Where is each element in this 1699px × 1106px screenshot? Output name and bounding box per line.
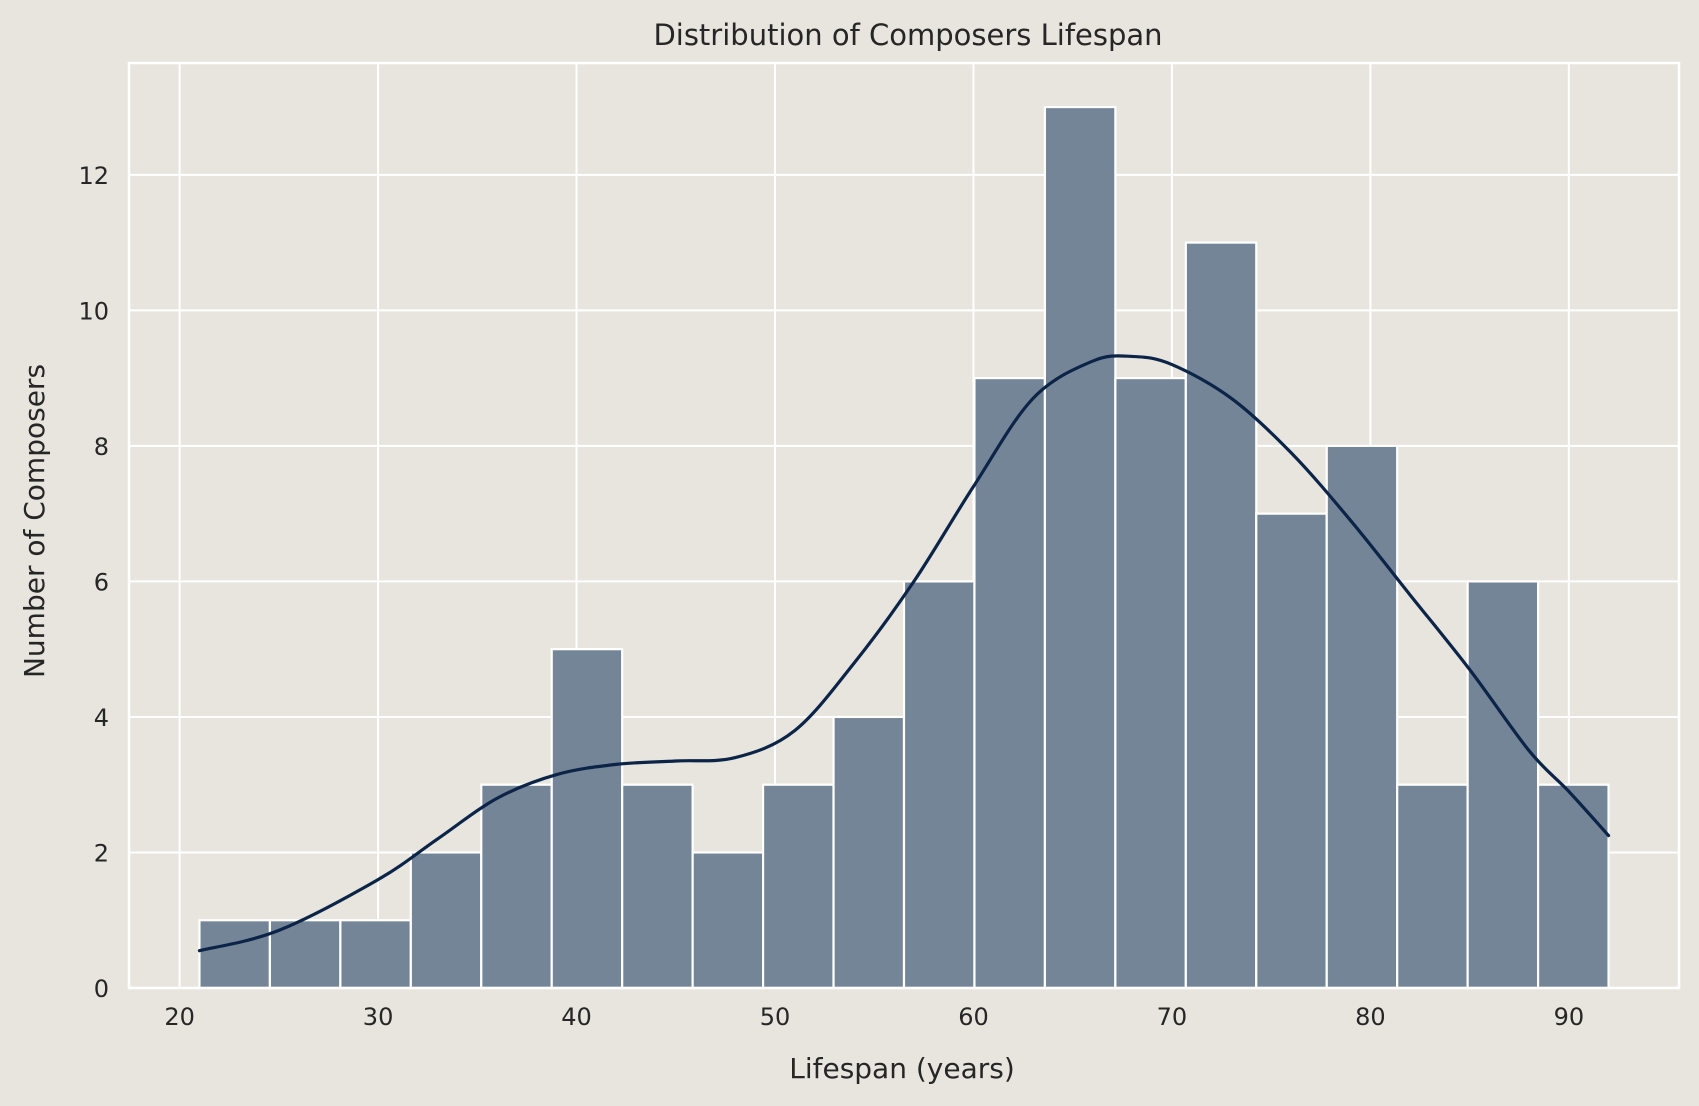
histogram-bar xyxy=(1184,241,1258,990)
histogram-bar xyxy=(480,783,553,990)
histogram-bar xyxy=(1255,512,1328,990)
x-tick-label: 70 xyxy=(1157,1003,1188,1031)
y-tick-label: 2 xyxy=(94,839,109,867)
histogram-bar xyxy=(550,648,624,990)
bars-layer xyxy=(198,105,1610,990)
x-tick-label: 50 xyxy=(760,1003,791,1031)
histogram-bar xyxy=(409,851,483,990)
y-tick-label: 4 xyxy=(94,704,109,732)
x-tick-label: 90 xyxy=(1554,1003,1585,1031)
x-tick-label: 40 xyxy=(561,1003,592,1031)
histogram-bar xyxy=(1325,444,1399,990)
y-tick-label: 0 xyxy=(94,975,109,1003)
histogram-bar xyxy=(832,715,906,990)
histogram-bar xyxy=(1043,105,1117,990)
histogram-bar xyxy=(1396,783,1469,990)
plot-frame xyxy=(127,61,1681,990)
y-tick-label: 8 xyxy=(94,433,109,461)
ticks-layer: 20 30 40 50 60 70 80 90 0 2 4 6 8 10 12 xyxy=(78,162,1584,1031)
x-tick-label: 30 xyxy=(363,1003,394,1031)
histogram-bar xyxy=(621,783,694,990)
histogram-bar xyxy=(691,851,765,990)
chart-title: Distribution of Composers Lifespan xyxy=(653,18,1162,52)
y-axis-label: Number of Composers xyxy=(18,364,51,678)
x-tick-label: 60 xyxy=(958,1003,989,1031)
histogram-bar xyxy=(198,919,272,990)
x-tick-label: 20 xyxy=(164,1003,195,1031)
x-axis-label: Lifespan (years) xyxy=(789,1052,1015,1085)
kde-layer xyxy=(197,354,1611,953)
kde-curve xyxy=(197,354,1611,953)
histogram-bar xyxy=(1114,377,1187,990)
histogram-bar xyxy=(1536,783,1610,990)
x-tick-label: 80 xyxy=(1355,1003,1386,1031)
histogram-bar xyxy=(761,783,835,990)
histogram-bar xyxy=(339,919,412,990)
histogram-bar xyxy=(1466,580,1540,990)
y-tick-label: 6 xyxy=(94,568,109,596)
y-tick-label: 10 xyxy=(78,297,109,325)
histogram-bar xyxy=(268,919,342,990)
frame-layer xyxy=(127,61,1681,990)
histogram-bar xyxy=(902,580,976,990)
y-tick-label: 12 xyxy=(78,162,109,190)
